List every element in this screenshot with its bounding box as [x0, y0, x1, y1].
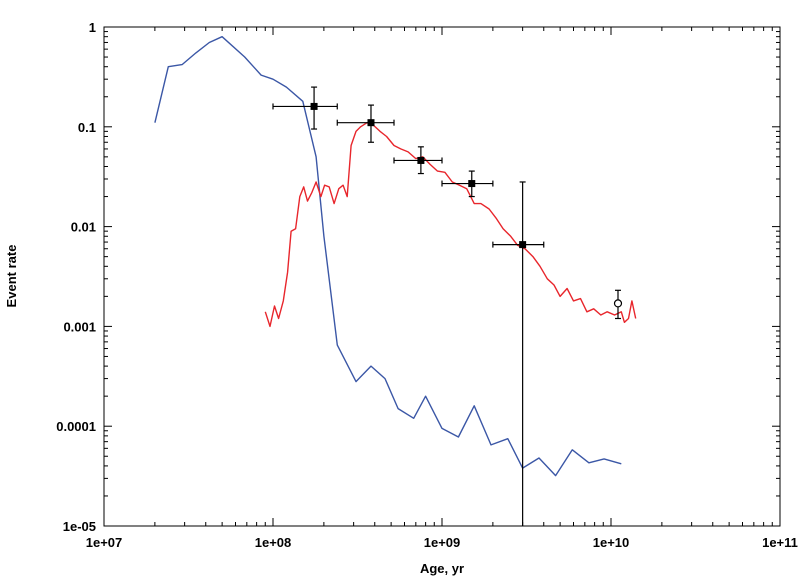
x-tick-label: 1e+08	[255, 535, 292, 550]
series-line-0	[154, 36, 622, 477]
y-axis-title: Event rate	[4, 245, 19, 308]
x-axis-title: Age, yr	[420, 561, 464, 576]
axis-ticks	[103, 26, 781, 527]
x-tick-labels: 1e+07 1e+08 1e+09 1e+10 1e+11	[86, 535, 798, 550]
y-tick-label: 0.0001	[56, 419, 96, 434]
x-tick-label: 1e+10	[593, 535, 630, 550]
plot-frame	[103, 26, 781, 527]
data-point-circle	[613, 299, 623, 308]
y-tick-label: 0.1	[78, 120, 96, 135]
y-tick-label: 0.01	[71, 220, 96, 235]
y-tick-label: 1	[89, 20, 96, 35]
x-tick-label: 1e+11	[762, 535, 798, 550]
x-tick-label: 1e+07	[86, 535, 123, 550]
y-tick-label: 0.001	[63, 319, 96, 334]
x-tick-label: 1e+09	[424, 535, 461, 550]
y-tick-label: 1e-05	[63, 519, 96, 534]
data-point-square	[310, 102, 318, 110]
y-tick-labels: 1e-05 0.0001 0.001 0.01 0.1 1	[56, 20, 96, 534]
series-line-1	[264, 121, 637, 328]
data-point-square	[468, 180, 476, 188]
data-point-square	[519, 241, 527, 249]
data-point-square	[417, 156, 425, 164]
data-series	[154, 36, 637, 526]
data-point-square	[367, 119, 375, 127]
